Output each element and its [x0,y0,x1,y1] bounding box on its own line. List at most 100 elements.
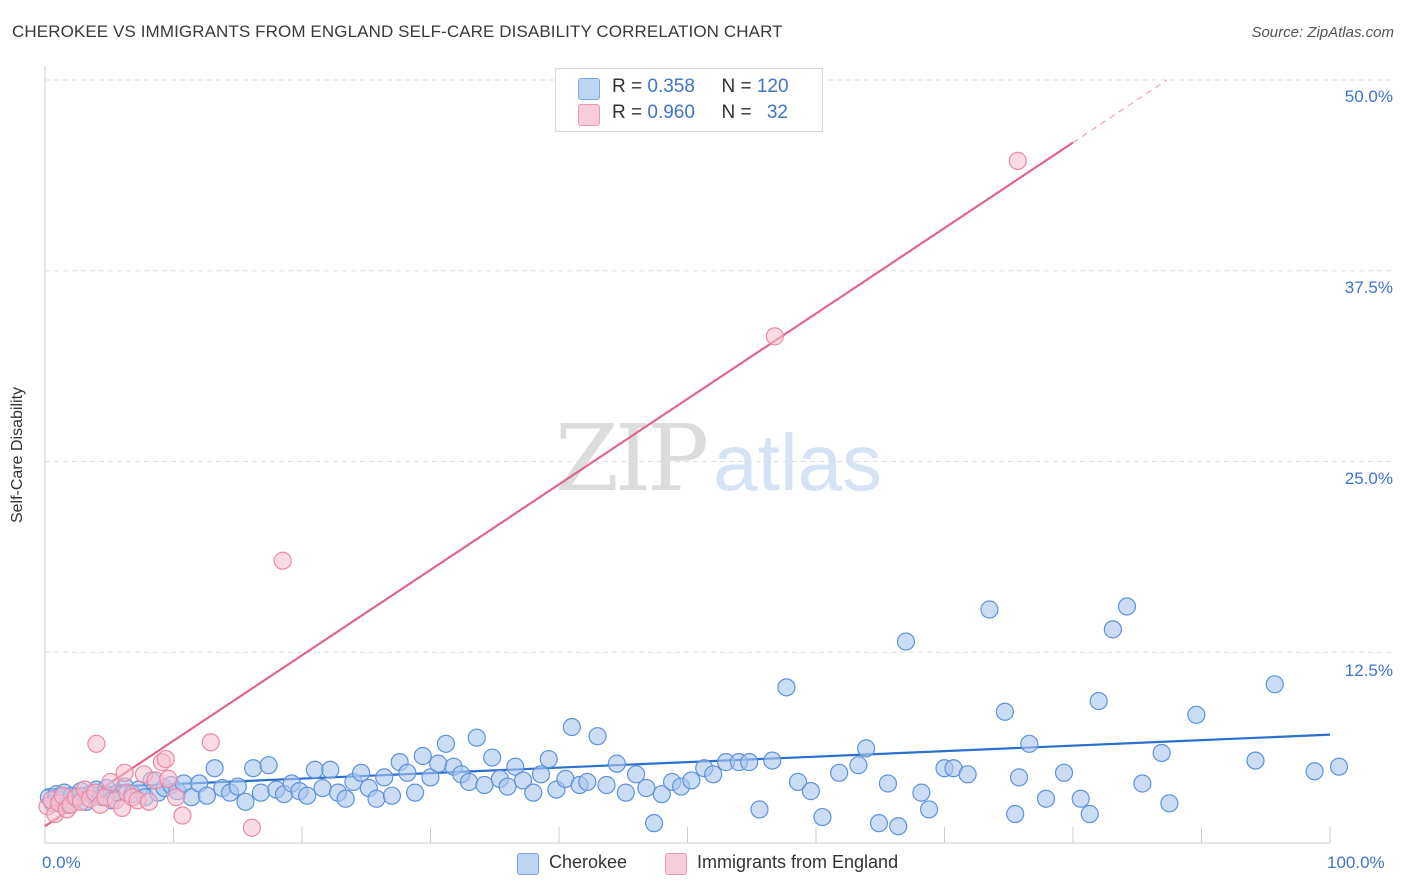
cherokee-point [321,760,340,779]
cherokee-point [777,678,796,697]
cherokee-point [588,727,607,746]
cherokee-point [413,746,432,766]
cherokee-point [1329,757,1349,776]
cherokee-point [1265,675,1284,694]
cherokee-point [1036,789,1056,808]
cherokee-point [1305,762,1324,781]
cherokee-point [896,632,916,651]
legend-swatch-cherokee [578,78,600,100]
legend-r-value-cherokee: 0.358 [647,76,695,97]
legend-r-value-england: 0.960 [647,102,695,123]
cherokee-point [869,814,889,833]
cherokee-point [467,728,486,747]
legend-n-value-cherokee: 120 [756,76,789,97]
cherokee-point [336,789,355,808]
cherokee-point [607,754,626,773]
england-point [101,772,120,792]
cherokee-point [1089,691,1108,711]
cherokee-point [637,778,656,798]
cherokee-point [429,754,448,773]
bottom-legend-swatch-england [665,853,687,875]
cherokee-point [436,734,456,753]
england-points [38,151,1027,837]
cherokee-point [475,775,494,795]
england-point [201,733,220,752]
cherokee-point [352,763,371,782]
cherokee-point [763,751,782,770]
cherokee-point [382,786,402,805]
cherokee-point [980,600,999,619]
england-point [156,749,175,769]
trend-lines [44,79,1331,828]
england-point [1008,151,1027,170]
cherokee-point [259,756,278,775]
cherokee-point [1160,794,1179,813]
correlation-legend: R = 0.358 N = 120 R = 0.960 N = 32 [555,68,823,132]
axes [44,66,1331,844]
legend-n-label: N = [721,76,757,97]
legend-n-label: N = [721,102,757,123]
bottom-legend-label-england: Immigrants from England [697,852,899,872]
cherokee-point [1080,804,1099,824]
cherokee-points [39,597,1349,836]
cherokee-point [298,786,317,805]
cherokee-point [750,800,769,819]
cherokee-point [205,759,224,778]
cherokee-point [251,783,270,802]
england-point [166,788,186,807]
england-point [173,806,192,825]
grid [45,79,1395,653]
cherokee-point [1071,789,1090,808]
y-tick-label-12-5: 12.5% [1344,661,1393,680]
cherokee-point [313,778,332,798]
cherokee-point [878,774,898,793]
cherokee-point [1246,751,1265,770]
x-tick-label-0: 0.0% [42,853,81,872]
cherokee-point [398,763,417,782]
cherokee-point [958,765,977,784]
england-trend-extension [1072,79,1168,144]
england-point [115,763,134,782]
cherokee-point [626,765,646,784]
cherokee-point [1006,804,1025,824]
cherokee-point [421,768,440,787]
cherokee-point [375,768,394,787]
cherokee-point [228,777,247,796]
y-axis-label: Self-Care Disability [9,386,26,524]
legend-n-value-england: 32 [766,102,788,123]
bottom-legend-label-cherokee: Cherokee [549,852,628,872]
cherokee-point [1103,620,1122,639]
cherokee-point [889,817,908,836]
cherokee-point [459,772,479,792]
cherokee-point [578,772,597,792]
cherokee-point [788,772,808,792]
y-tick-label-50: 50.0% [1344,87,1393,106]
cherokee-point [498,777,517,796]
bottom-legend-swatch-cherokee [517,853,539,875]
cherokee-point [857,739,876,758]
england-point [765,327,784,346]
cherokee-point [644,814,664,833]
cherokee-point [236,792,255,811]
cherokee-point [367,789,386,808]
cherokee-point [1133,774,1152,793]
cherokee-point [197,786,217,805]
cherokee-point [912,783,931,802]
cherokee-point [801,782,820,801]
cherokee-trend-line [44,733,1331,791]
source-credit: Source: ZipAtlas.com [1251,24,1394,41]
legend-r-label: R = [612,102,648,123]
cherokee-point [597,775,616,795]
legend-r-label: R = [612,76,648,97]
y-tick-label-37-5: 37.5% [1344,278,1393,297]
cherokee-point [524,783,543,802]
cherokee-point [740,753,759,772]
legend-swatch-england [578,104,600,126]
cherokee-point [305,760,324,779]
cherokee-point [1152,743,1171,763]
england-point [87,734,106,753]
cherokee-point [506,757,525,776]
cherokee-point [1020,734,1039,753]
cherokee-point [1054,763,1074,782]
cherokee-point [616,783,635,802]
